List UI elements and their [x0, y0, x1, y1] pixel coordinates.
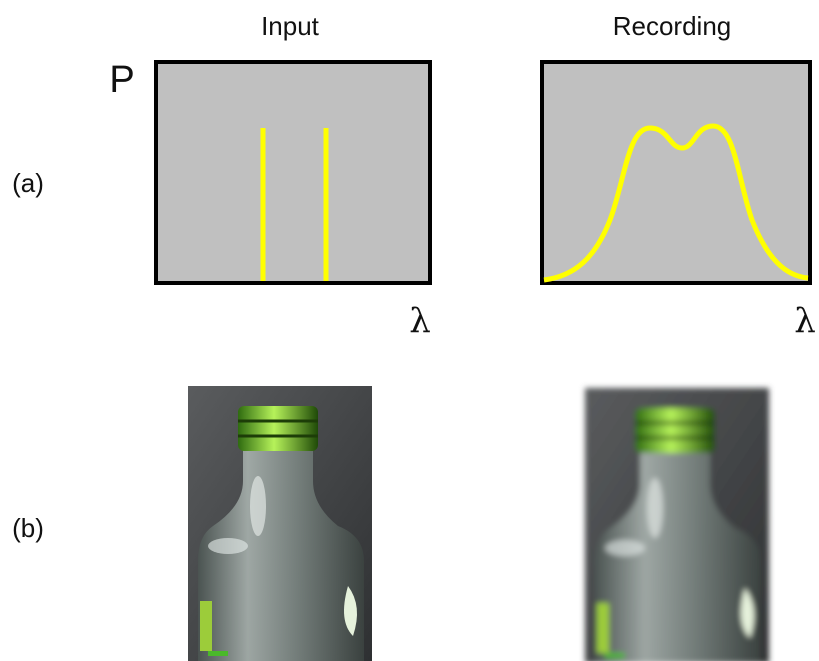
- row-label: (a): [12, 168, 44, 198]
- y-axis-label: P: [109, 59, 134, 101]
- column-title: Input: [261, 11, 320, 41]
- x-axis-label: λ: [409, 301, 431, 341]
- recording-photo: [583, 386, 771, 661]
- row-label: (b): [12, 513, 44, 543]
- input-photo: [186, 384, 374, 661]
- x-axis-label: λ: [794, 301, 816, 341]
- column-title: Recording: [613, 11, 732, 41]
- input-plot: [154, 60, 432, 285]
- recording-curve: [543, 123, 809, 283]
